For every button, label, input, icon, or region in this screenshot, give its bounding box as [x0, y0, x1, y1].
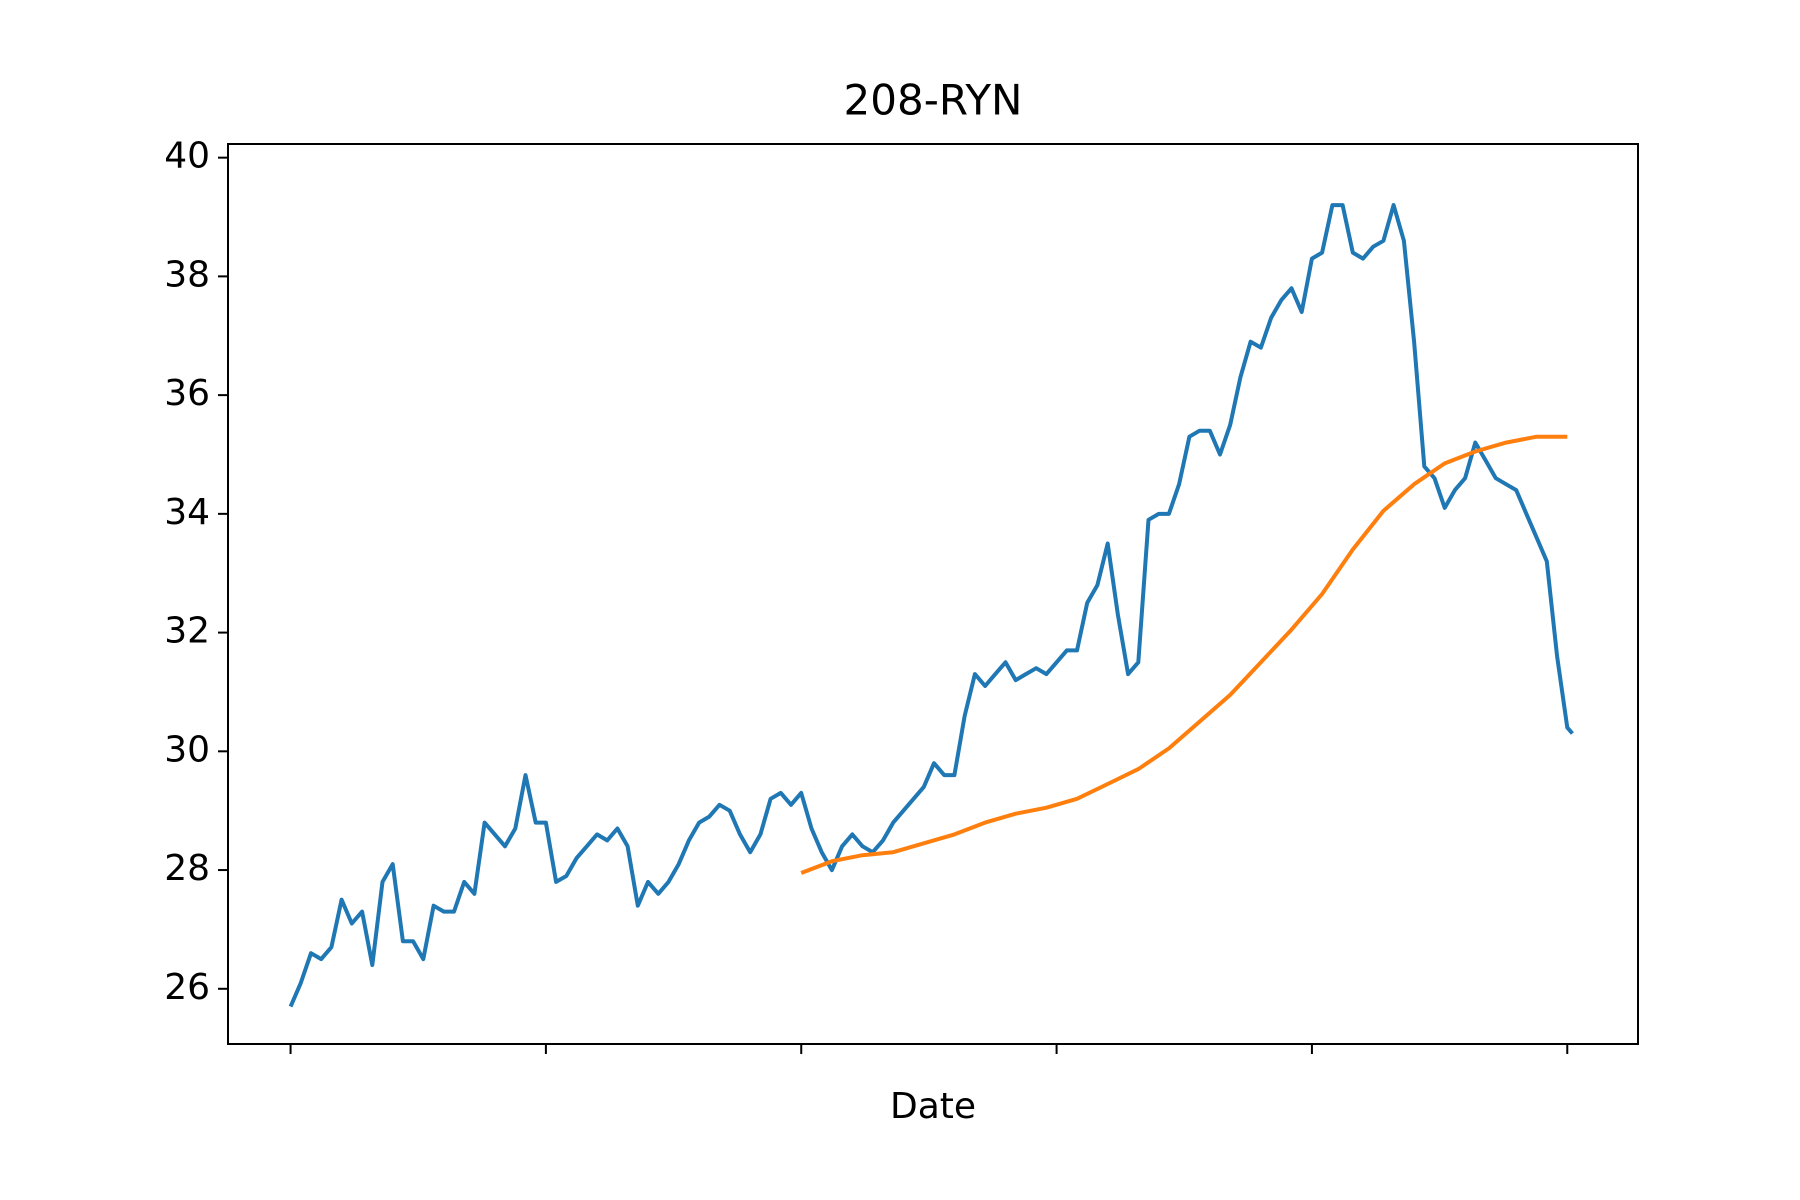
- y-tick-label: 32: [164, 611, 210, 652]
- y-tick-label: 36: [164, 373, 210, 414]
- x-axis-label: Date: [890, 1086, 976, 1127]
- line-series: [288, 203, 1574, 1008]
- y-tick-label: 34: [164, 492, 210, 533]
- y-tick-label: 26: [164, 967, 210, 1008]
- y-tick-label: 38: [164, 254, 210, 295]
- y-tick-label: 40: [164, 136, 210, 177]
- line-series: [800, 434, 1568, 875]
- y-tick-label: 28: [164, 848, 210, 889]
- plot-frame: [227, 143, 1639, 1045]
- chart-title: 208-RYN: [844, 76, 1023, 125]
- y-tick-label: 30: [164, 729, 210, 770]
